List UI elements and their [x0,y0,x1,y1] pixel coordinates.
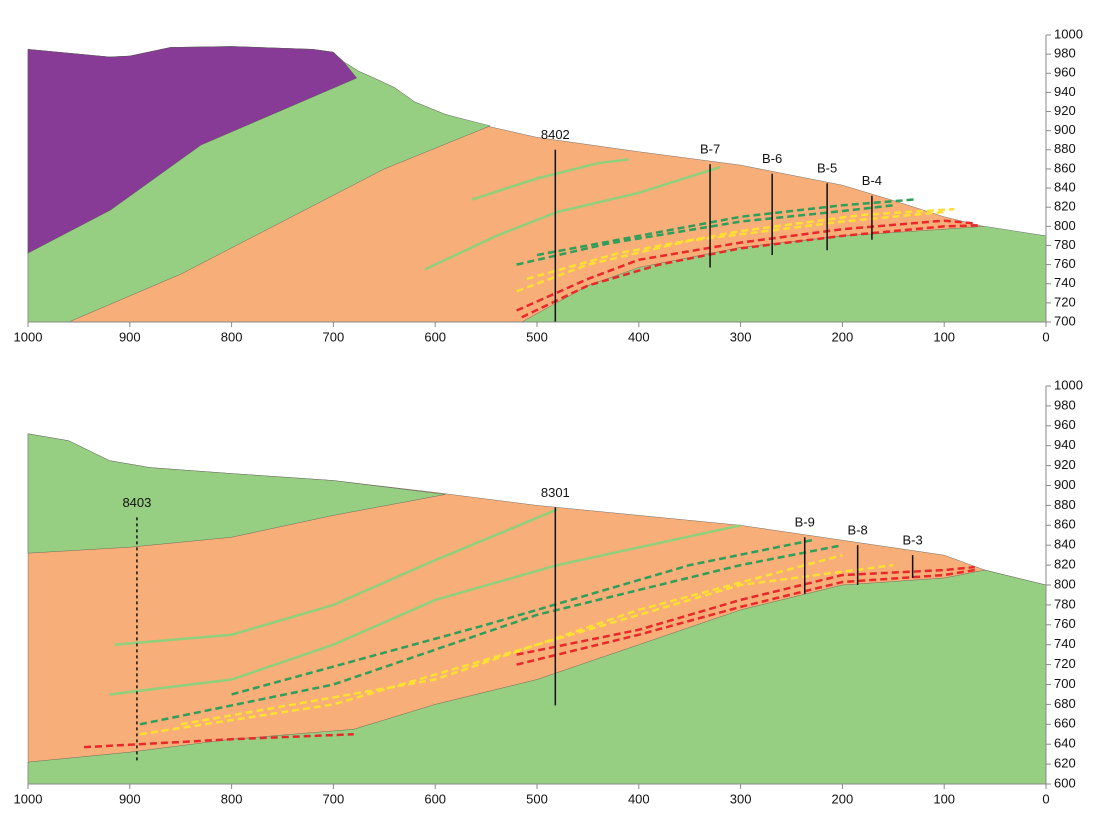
borehole-label: B-9 [795,515,815,530]
x-tick-label: 100 [933,329,955,344]
borehole-label: 8402 [541,127,570,142]
y-tick-label: 660 [1054,716,1076,731]
y-tick-label: 720 [1054,656,1076,671]
y-tick-label: 720 [1054,294,1076,309]
borehole-label: B-6 [762,151,782,166]
borehole-label: B-5 [817,161,837,176]
y-tick-label: 960 [1054,65,1076,80]
y-tick-label: 980 [1054,46,1076,61]
y-tick-label: 940 [1054,84,1076,99]
borehole-label: 8403 [122,495,151,510]
y-tick-label: 860 [1054,160,1076,175]
x-tick-label: 100 [933,791,955,806]
borehole-label: 8301 [541,485,570,500]
y-tick-label: 880 [1054,497,1076,512]
x-tick-label: 1000 [14,329,43,344]
x-tick-label: 800 [221,791,243,806]
y-tick-label: 980 [1054,397,1076,412]
y-tick-label: 960 [1054,417,1076,432]
y-tick-label: 920 [1054,103,1076,118]
y-tick-label: 700 [1054,676,1076,691]
y-tick-label: 640 [1054,736,1076,751]
x-tick-label: 200 [832,791,854,806]
x-tick-label: 900 [119,791,141,806]
x-tick-label: 400 [628,329,650,344]
y-tick-label: 780 [1054,596,1076,611]
y-tick-label: 780 [1054,237,1076,252]
x-tick-label: 900 [119,329,141,344]
y-tick-label: 820 [1054,199,1076,214]
y-tick-label: 700 [1054,313,1076,328]
y-tick-label: 740 [1054,275,1076,290]
x-tick-label: 300 [730,791,752,806]
y-tick-label: 900 [1054,477,1076,492]
borehole-label: B-4 [862,173,882,188]
x-tick-label: 200 [832,329,854,344]
y-tick-label: 860 [1054,517,1076,532]
borehole-label: B-8 [848,523,868,538]
y-tick-label: 880 [1054,141,1076,156]
y-tick-label: 900 [1054,122,1076,137]
x-tick-label: 400 [628,791,650,806]
y-tick-label: 1000 [1054,377,1083,392]
y-tick-label: 820 [1054,557,1076,572]
y-tick-label: 760 [1054,256,1076,271]
y-tick-label: 920 [1054,457,1076,472]
x-tick-label: 600 [424,329,446,344]
x-tick-label: 500 [526,329,548,344]
y-tick-label: 800 [1054,576,1076,591]
borehole-label: B-7 [700,142,720,157]
y-tick-label: 620 [1054,756,1076,771]
y-tick-label: 840 [1054,537,1076,552]
y-tick-label: 1000 [1054,26,1083,41]
x-tick-label: 700 [323,329,345,344]
x-tick-label: 500 [526,791,548,806]
x-tick-label: 600 [424,791,446,806]
x-tick-label: 0 [1042,791,1049,806]
y-tick-label: 760 [1054,616,1076,631]
x-tick-label: 700 [323,791,345,806]
y-tick-label: 680 [1054,696,1076,711]
x-tick-label: 800 [221,329,243,344]
y-tick-label: 800 [1054,218,1076,233]
x-tick-label: 1000 [14,791,43,806]
cross-sections: 8402B-7B-6B-5B-4100090080070060050040030… [0,0,1098,820]
x-tick-label: 0 [1042,329,1049,344]
y-tick-label: 940 [1054,437,1076,452]
borehole-label: B-3 [903,533,923,548]
y-tick-label: 840 [1054,180,1076,195]
y-tick-label: 600 [1054,775,1076,790]
y-tick-label: 740 [1054,636,1076,651]
x-tick-label: 300 [730,329,752,344]
